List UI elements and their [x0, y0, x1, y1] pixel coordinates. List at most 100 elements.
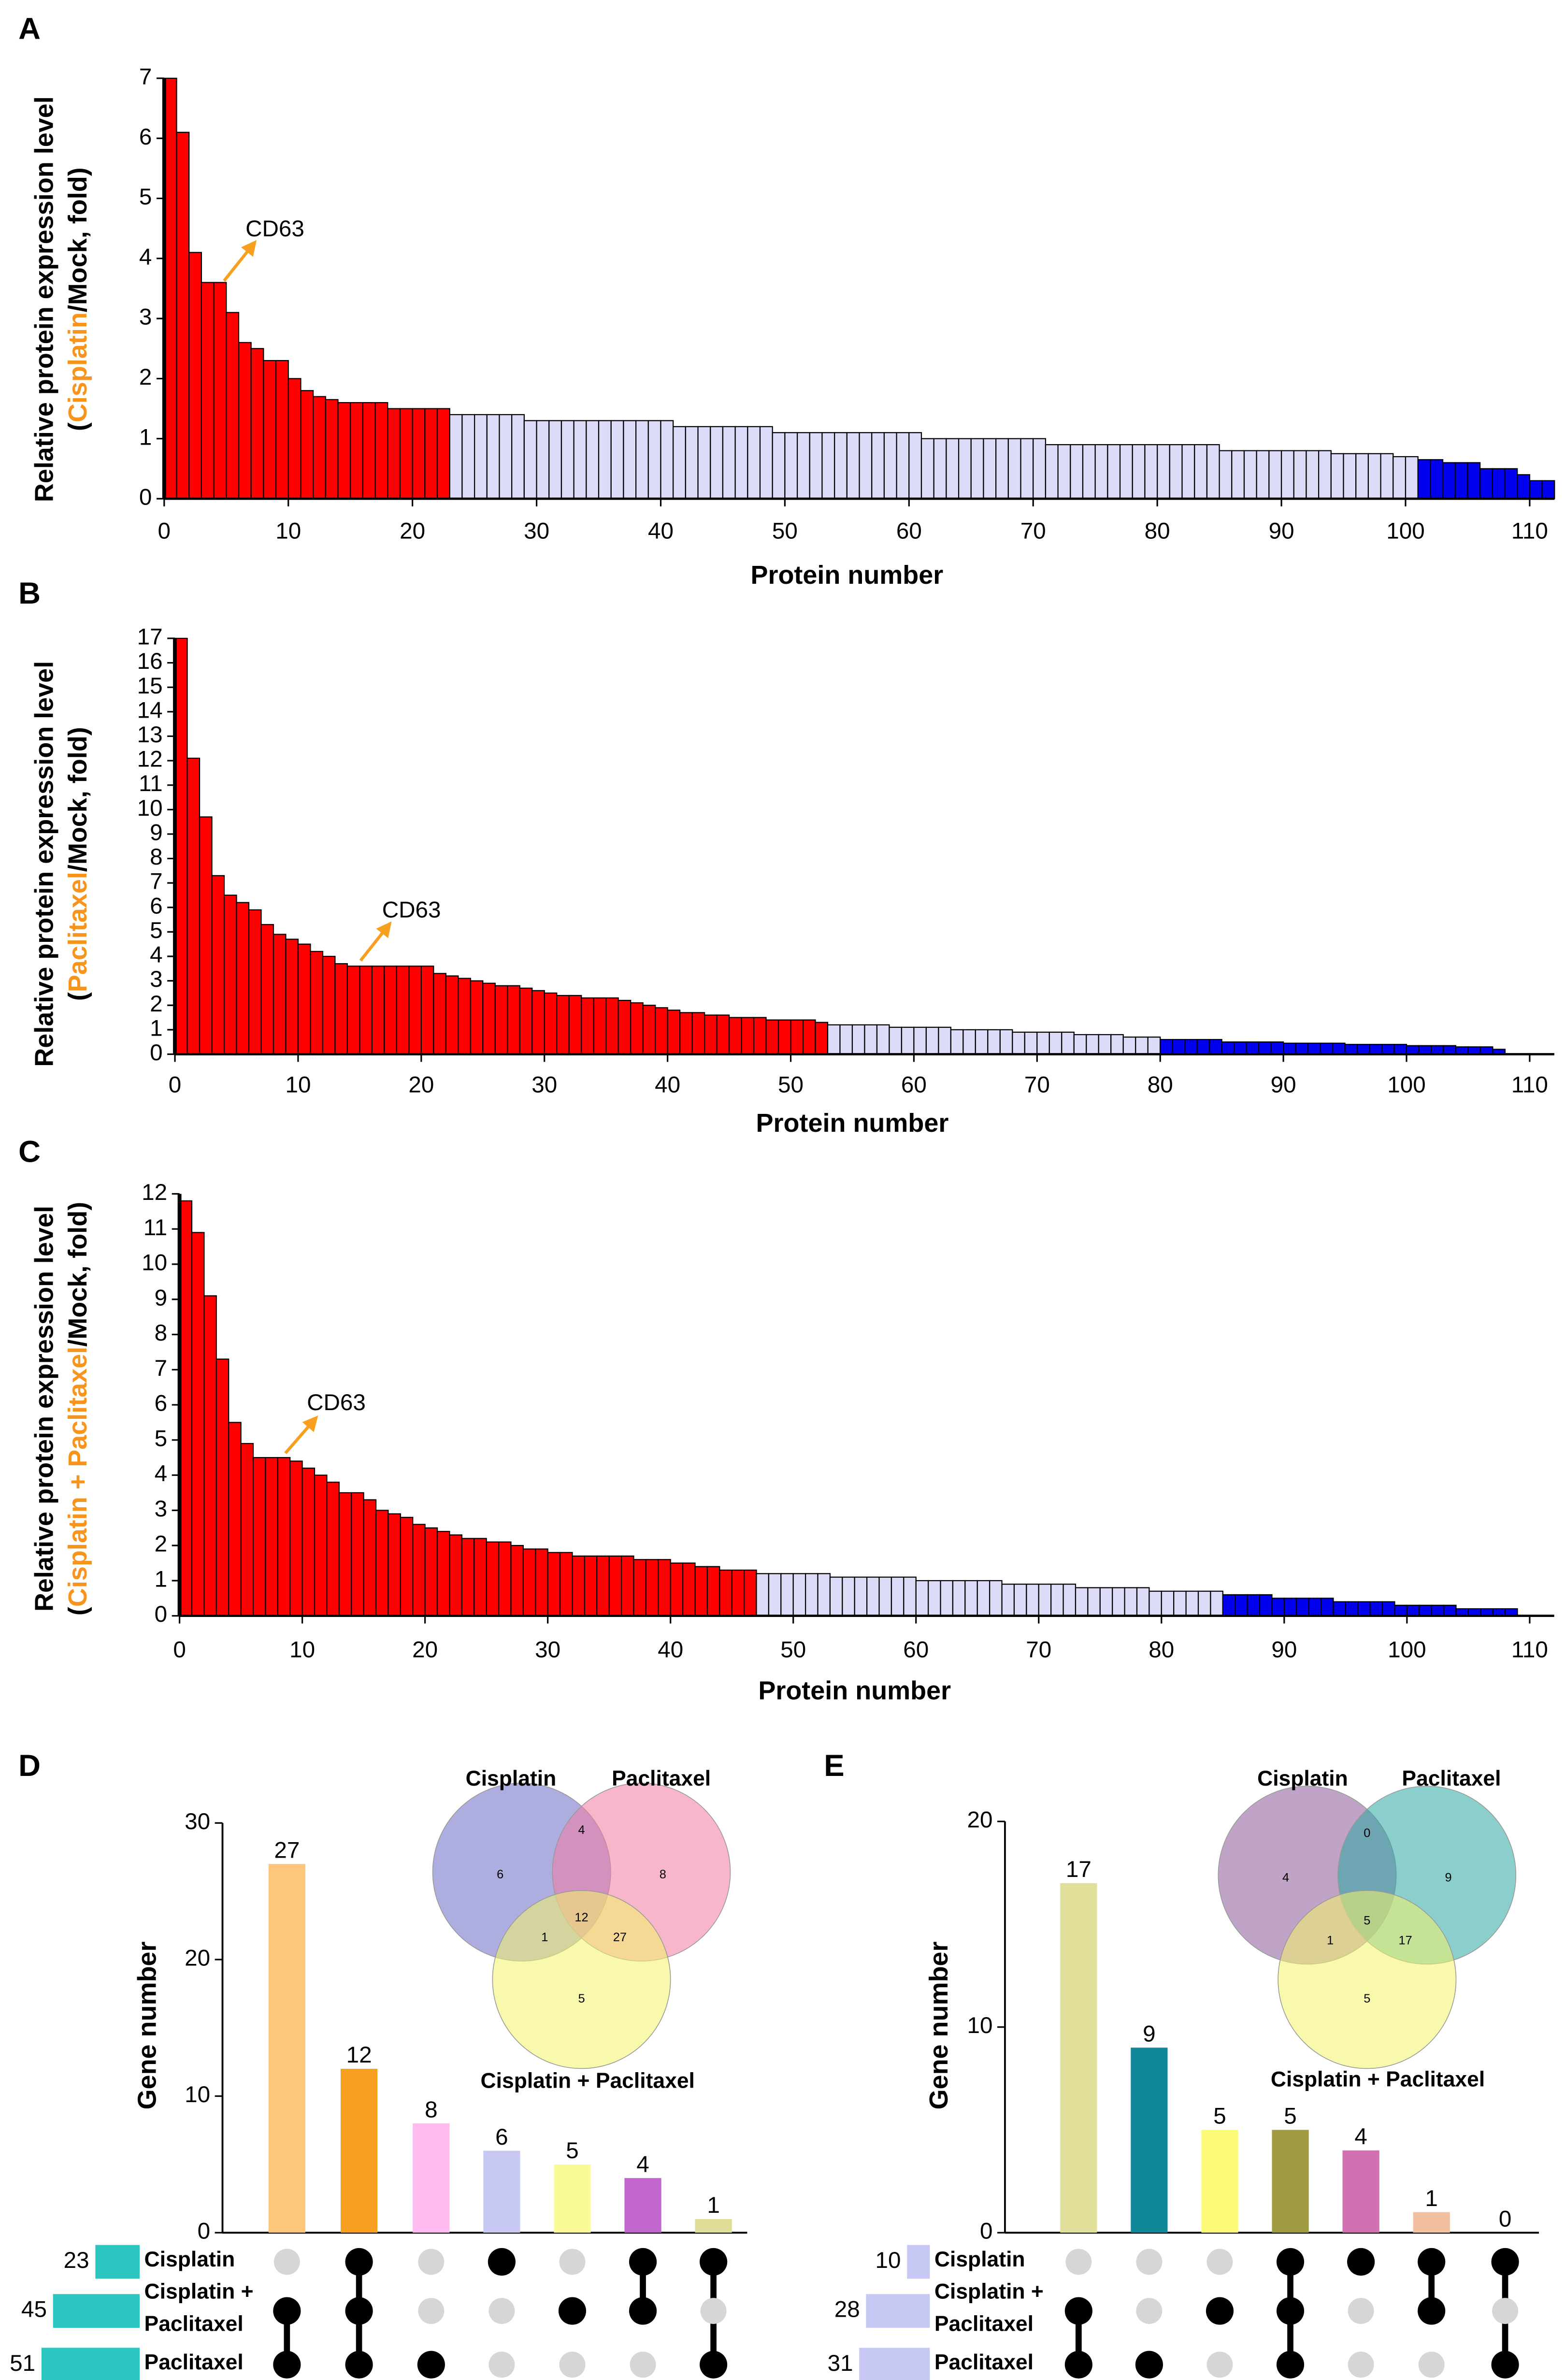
bar	[1345, 1601, 1359, 1616]
bar	[548, 420, 562, 500]
bar	[655, 1007, 668, 1055]
matrix-dot	[1418, 2297, 1446, 2325]
bar	[744, 1569, 757, 1616]
bar	[213, 282, 227, 500]
y-tick-label: 1	[139, 424, 152, 450]
matrix-dot	[418, 2298, 445, 2324]
bar	[658, 1559, 671, 1616]
bar	[890, 1576, 905, 1616]
x-tick-label: 0	[158, 518, 171, 544]
bar	[1160, 1039, 1173, 1055]
bar	[1206, 444, 1220, 500]
bar	[1454, 462, 1468, 500]
bar	[1036, 1031, 1050, 1055]
bar	[424, 1527, 438, 1616]
bar	[647, 420, 661, 500]
annotation: CD63	[307, 1390, 366, 1415]
y-tick-label: 11	[139, 771, 162, 796]
y-tick-label: 16	[137, 649, 163, 674]
bar	[1222, 1594, 1236, 1616]
set-name: Cisplatin + Paclitaxel	[934, 2279, 1044, 2336]
bar	[1330, 453, 1344, 500]
venn-count: 1	[541, 1931, 548, 1944]
x-tick-label: 40	[655, 1072, 680, 1098]
bar	[1492, 468, 1506, 500]
venn-label: Paclitaxel	[612, 1767, 711, 1790]
bar	[995, 438, 1009, 500]
x-tick-label: 20	[400, 518, 425, 544]
bar	[522, 1548, 536, 1616]
x-tick-label: 110	[1511, 1072, 1548, 1098]
bar	[300, 390, 314, 500]
bar	[313, 396, 326, 500]
bar	[1258, 1041, 1272, 1055]
bar	[1094, 444, 1108, 500]
bar	[866, 1576, 880, 1616]
x-tick-label: 70	[1020, 518, 1046, 544]
value-label: 1	[707, 2192, 720, 2218]
venn-count: 9	[1445, 1871, 1452, 1884]
bar	[915, 1580, 929, 1616]
y-tick-label: 20	[185, 1946, 210, 1971]
bar	[1181, 444, 1195, 500]
bar	[1201, 2130, 1238, 2233]
bar	[486, 1541, 500, 1616]
bar	[1467, 462, 1481, 500]
bar	[340, 2069, 378, 2233]
bar	[1243, 450, 1257, 500]
bar	[768, 1573, 782, 1616]
set-size-bar	[866, 2294, 930, 2328]
bar	[1157, 444, 1170, 500]
bar	[1135, 1036, 1149, 1055]
matrix-dot	[345, 2248, 373, 2276]
bar	[1318, 450, 1332, 500]
bar	[728, 1017, 742, 1055]
bar	[1369, 1044, 1383, 1055]
x-tick-label: 80	[1148, 1072, 1173, 1098]
bar	[326, 1482, 340, 1616]
bar	[424, 408, 438, 500]
bar	[1209, 1039, 1222, 1055]
bar	[337, 402, 351, 500]
bar	[851, 1024, 865, 1055]
y-tick-label: 17	[137, 624, 163, 650]
bar	[1107, 444, 1121, 500]
bar	[1196, 1039, 1210, 1055]
annotation: CD63	[245, 216, 304, 242]
bar	[1342, 2150, 1379, 2233]
bar	[792, 1573, 806, 1616]
x-tick-label: 60	[896, 518, 922, 544]
bar	[238, 342, 252, 500]
matrix-dot	[1064, 2297, 1092, 2325]
venn-label: Cisplatin	[1257, 1767, 1348, 1790]
bar	[483, 2150, 520, 2233]
bar	[1020, 438, 1034, 500]
set-size-bar	[95, 2245, 140, 2279]
bar	[334, 963, 348, 1055]
bar	[1356, 1044, 1370, 1055]
value-label: 17	[1066, 1857, 1091, 1882]
bar	[716, 1014, 730, 1055]
bar	[248, 909, 262, 1055]
bar	[624, 2178, 661, 2233]
bar	[630, 1002, 644, 1055]
matrix-dot	[1136, 2249, 1163, 2275]
y-label-part: (	[63, 992, 92, 1001]
matrix-dot	[1136, 2298, 1163, 2324]
bar	[375, 1510, 389, 1616]
y-tick-label: 2	[150, 991, 163, 1017]
bar	[1149, 1590, 1162, 1616]
bar	[821, 432, 835, 500]
x-tick-label: 10	[275, 518, 301, 544]
set-name: Paclitaxel	[144, 2349, 244, 2374]
bar	[268, 1864, 305, 2233]
value-label: 1	[1425, 2186, 1438, 2211]
x-tick-label: 100	[1388, 1637, 1426, 1662]
matrix-dot	[559, 2351, 586, 2378]
bar	[938, 1026, 952, 1055]
x-tick-label: 110	[1511, 518, 1548, 544]
bar	[896, 432, 910, 500]
bar	[191, 1232, 205, 1616]
venn-count: 4	[1282, 1871, 1289, 1884]
bar	[759, 426, 773, 500]
